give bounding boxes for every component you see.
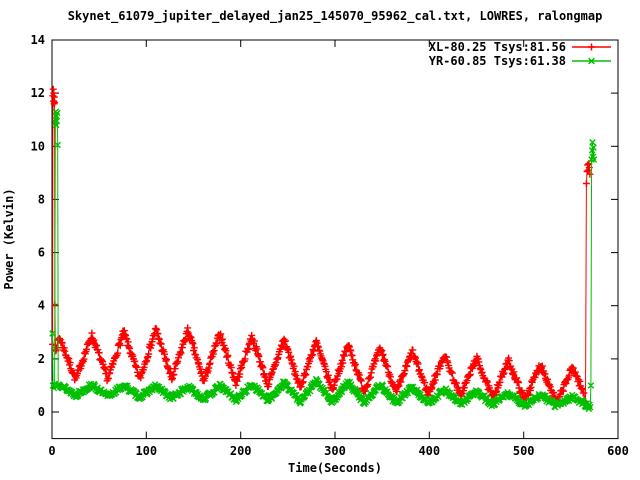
series-markers-yr: [49, 108, 598, 413]
y-tick-label: 8: [38, 192, 45, 206]
legend-plus-marker-icon: [588, 43, 595, 51]
x-tick-label: 0: [48, 444, 55, 458]
legend: XL-80.25 Tsys:81.56 YR-60.85 Tsys:61.38: [429, 40, 611, 68]
y-tick-label: 12: [31, 86, 45, 100]
x-tick-label: 500: [513, 444, 535, 458]
legend-cross-marker-icon: [588, 57, 595, 65]
x-tick-label: 600: [607, 444, 629, 458]
x-tick-label: 100: [135, 444, 157, 458]
y-tick-label: 6: [38, 246, 45, 260]
y-tick-label: 10: [31, 139, 45, 153]
x-axis-label: Time(Seconds): [288, 461, 382, 475]
y-axis-label: Power (Kelvin): [2, 188, 16, 289]
chart-title: Skynet_61079_jupiter_delayed_jan25_14507…: [68, 9, 603, 24]
data-series-layer: [49, 85, 598, 413]
y-tick-label: 0: [38, 405, 45, 419]
y-tick-label: 4: [38, 299, 45, 313]
x-tick-label: 300: [324, 444, 346, 458]
axis-tick-labels: 0 100 200 300 400 500 600 0 2 4 6 8 10 12 14: [31, 33, 629, 458]
y-tick-label: 2: [38, 352, 45, 366]
x-tick-label: 400: [418, 444, 440, 458]
legend-label-xl: XL-80.25 Tsys:81.56: [429, 40, 566, 54]
y-tick-label: 14: [31, 33, 45, 47]
series-yr: [49, 108, 598, 413]
legend-label-yr: YR-60.85 Tsys:61.38: [429, 54, 566, 68]
x-tick-label: 200: [230, 444, 252, 458]
